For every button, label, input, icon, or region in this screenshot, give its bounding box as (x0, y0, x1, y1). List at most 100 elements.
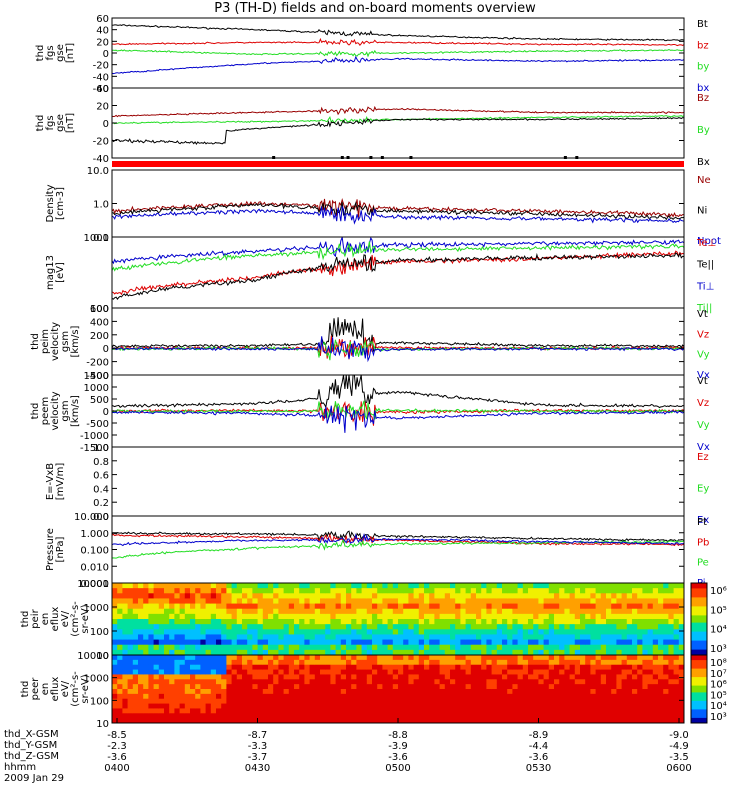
peir_spec-cell (278, 634, 284, 640)
peir_spec-cell (606, 624, 612, 630)
peer_spec-cell (538, 718, 544, 724)
peer_spec-cell (138, 684, 144, 690)
peir_spec-colorbar-step (691, 601, 707, 604)
peer_spec-cell (174, 664, 180, 670)
peir_spec-cell (434, 613, 440, 620)
peer_spec-cell (278, 703, 284, 709)
peir_spec-cell (127, 649, 134, 656)
peer_spec-cell (470, 693, 477, 700)
peer_spec-cell (548, 718, 555, 724)
peir_spec-cell (174, 619, 180, 625)
peer_spec-cell (424, 698, 430, 704)
peer_spec-cell (143, 703, 149, 709)
peer_spec-cell (658, 664, 664, 670)
peir_spec-cell (637, 588, 643, 594)
peer_spec-cell (184, 679, 191, 685)
peer_spec-cell (205, 659, 212, 666)
peir_spec-cell (231, 603, 238, 610)
peer_spec-cell (673, 698, 680, 704)
peim_vel-ytick-label: -200 (86, 358, 109, 369)
peir_spec-cell (351, 588, 357, 594)
peer_spec-cell (138, 679, 144, 685)
peir_spec-cell (543, 613, 550, 620)
peer_spec-cell (574, 698, 581, 704)
peer_spec-cell (210, 703, 217, 709)
peer_spec-cell (153, 703, 160, 709)
peir_spec-cell (153, 639, 160, 646)
peer_spec-cell (205, 708, 212, 714)
peer_spec-cell (138, 664, 144, 670)
peir_spec-cell (210, 588, 217, 594)
peir_spec-cell (221, 639, 227, 646)
peer_spec-cell (330, 674, 336, 680)
peir_spec-cell (190, 624, 196, 630)
peer_spec-cell (294, 659, 300, 666)
peer_spec-cell (143, 684, 149, 690)
peir_spec-cell (112, 629, 118, 635)
peir_spec-cell (496, 639, 503, 646)
peir_spec-cell (158, 644, 165, 651)
peer_spec-cell (673, 664, 680, 670)
peir_spec-cell (158, 608, 165, 615)
peir_spec-cell (517, 639, 524, 646)
peer_spec-cell (413, 674, 420, 680)
peer_spec-cell (195, 703, 201, 709)
peim_vel-legend-Vt: Vt (697, 309, 708, 320)
peer_spec-cell (533, 708, 539, 714)
peer_spec-cell (117, 664, 123, 670)
peir_spec-cell (481, 613, 487, 620)
peer_spec-cell (434, 689, 440, 695)
peem_vel-legend-Vx: Vx (697, 442, 710, 453)
peir_spec-cell (288, 613, 295, 620)
pressure-ytick-label: 0.001 (80, 579, 109, 590)
peer_spec-cell (647, 698, 654, 704)
peir_spec-cell (434, 583, 440, 589)
peer_spec-cell (184, 689, 191, 695)
peer_spec-cell (637, 698, 643, 704)
peir_spec-cell (564, 629, 570, 635)
peer_spec-cell (538, 664, 544, 670)
peir_spec-cell (309, 639, 316, 646)
peir_spec-cell (647, 629, 654, 635)
peer_spec-cell (335, 713, 342, 719)
peir_spec-cell (164, 629, 170, 635)
peir_spec-cell (502, 629, 508, 635)
peir_spec-cell (600, 603, 607, 610)
peer_spec-cell (600, 689, 607, 695)
peir_spec-cell (439, 588, 446, 594)
peer_spec-cell (595, 679, 602, 685)
peir_spec-cell (496, 583, 503, 589)
peir_spec-cell (616, 598, 622, 604)
peir_spec-cell (455, 598, 461, 604)
fgs_gse_pos-legend-Bt: Bt (697, 19, 708, 30)
peer_spec-cell (663, 708, 669, 714)
peir_spec-cell (200, 639, 206, 646)
peir_spec-cell (642, 624, 648, 630)
peir_spec-cell (205, 593, 212, 599)
temp-legend-Te⊥: Te⊥ (696, 238, 716, 249)
peer_spec-cell (236, 655, 243, 661)
peer_spec-cell (424, 708, 430, 714)
peir_spec-cell (372, 588, 378, 594)
peir_spec-cell (195, 598, 201, 604)
efield-ytick-label: 0.4 (93, 484, 109, 495)
temp-series-Te⊥ (111, 250, 685, 296)
peer_spec-cell (491, 698, 498, 704)
peir_spec-cell (366, 629, 373, 635)
peer_spec-cell (538, 669, 544, 675)
peir_spec-cell (382, 593, 388, 599)
peir_spec-cell (528, 649, 534, 656)
peer_spec-cell (434, 703, 440, 709)
peir_spec-cell (190, 603, 196, 610)
peer_spec-cell (122, 698, 128, 704)
peer_spec-cell (392, 664, 399, 670)
fgs_gse_bz-ylabel: gse (55, 114, 66, 132)
peer_spec-cell (242, 693, 248, 700)
peer_spec-cell (195, 674, 201, 680)
peer_spec-cell (429, 664, 435, 670)
peir_spec-cell (470, 603, 477, 610)
peer_spec-cell (652, 659, 659, 666)
peir_spec-cell (304, 598, 310, 604)
peir_spec-cell (678, 624, 685, 630)
peir_spec-cell (346, 588, 352, 594)
